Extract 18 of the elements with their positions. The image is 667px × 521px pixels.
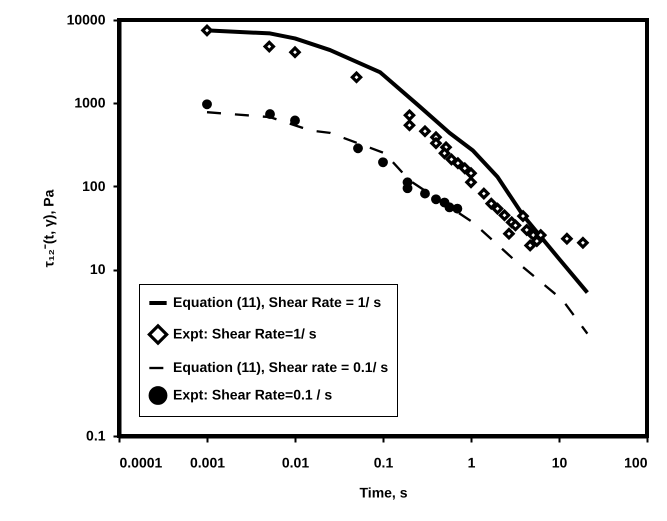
x-tick-label: 0.1 [374,454,394,470]
legend-label: Equation (11), Shear rate = 0.1/ s [173,359,388,375]
legend-label: Equation (11), Shear Rate = 1/ s [173,294,382,310]
x-tick-label: 1 [468,454,476,470]
x-tick-label: 10 [552,454,568,470]
y-tick-label: 100 [82,178,106,194]
x-tick-label: 100 [624,454,648,470]
legend-label: Expt: Shear Rate=0.1 / s [173,386,332,402]
y-tick-label: 10 [90,261,106,278]
x-tick-label: 0.01 [282,454,310,470]
x-tick-label: 0.0001 [120,454,163,470]
y-tick-label: 1000 [74,94,106,111]
legend-label: Expt: Shear Rate=1/ s [173,326,317,342]
y-tick-label: 0.1 [86,428,106,444]
x-tick-label: 0.001 [190,454,226,470]
y-axis-title: τ₁₂⁻(t, γ), Pa [40,189,57,268]
x-axis-title: Time, s [360,484,408,500]
y-tick-label: 10000 [66,12,106,28]
